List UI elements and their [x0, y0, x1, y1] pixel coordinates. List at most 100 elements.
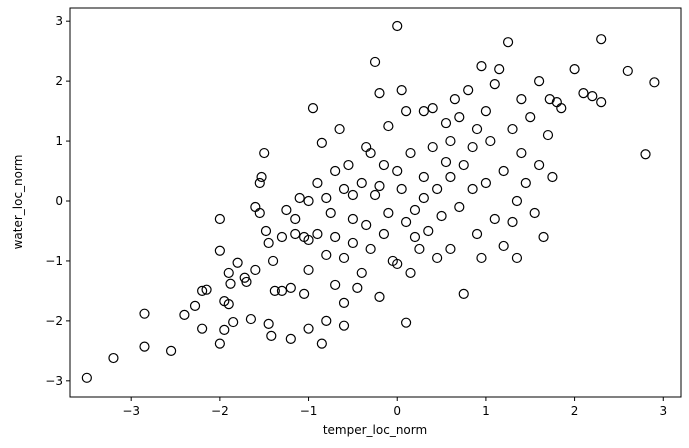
point	[214, 338, 225, 349]
point	[303, 264, 314, 276]
point	[476, 252, 487, 264]
point	[409, 231, 421, 243]
point	[383, 207, 394, 219]
point	[214, 213, 225, 225]
point	[369, 189, 381, 201]
point	[303, 195, 314, 207]
y-tick-label: 3	[55, 14, 63, 28]
point	[400, 105, 412, 117]
point	[259, 147, 270, 159]
point	[276, 231, 288, 243]
point	[197, 323, 208, 334]
point	[432, 252, 443, 264]
point	[365, 243, 376, 255]
point	[338, 183, 350, 195]
point	[228, 316, 239, 328]
point	[165, 345, 177, 356]
point	[239, 272, 250, 283]
point	[392, 20, 403, 32]
point	[507, 123, 518, 135]
y-tick-label: 0	[55, 194, 63, 208]
point	[201, 284, 212, 295]
point	[440, 156, 452, 168]
point	[316, 338, 327, 349]
point	[454, 201, 465, 213]
point	[365, 147, 376, 159]
point	[245, 313, 257, 325]
point	[338, 297, 350, 308]
point	[480, 177, 492, 189]
point	[307, 102, 319, 114]
point	[356, 177, 367, 189]
point	[330, 231, 341, 243]
point	[290, 228, 301, 240]
point	[263, 318, 274, 329]
point	[449, 94, 460, 105]
point	[529, 207, 540, 219]
point	[189, 300, 201, 311]
point	[498, 165, 509, 177]
point	[418, 192, 429, 204]
point	[547, 171, 558, 183]
point	[139, 341, 150, 352]
point	[312, 177, 323, 189]
point	[454, 111, 465, 123]
point	[312, 228, 323, 240]
point	[405, 267, 416, 279]
point	[356, 267, 367, 279]
plot-frame	[69, 7, 682, 398]
point	[489, 213, 500, 225]
point	[369, 56, 381, 68]
y-tick-label: 1	[55, 134, 63, 148]
point	[392, 258, 403, 270]
point	[276, 285, 288, 297]
point	[294, 192, 305, 204]
point	[596, 34, 607, 45]
point	[440, 117, 452, 129]
point	[361, 219, 372, 231]
point	[285, 282, 296, 294]
point	[538, 231, 549, 243]
point	[225, 278, 236, 289]
x-tick-label: 0	[393, 404, 401, 418]
point	[498, 240, 509, 252]
point	[471, 228, 483, 240]
point	[321, 192, 332, 204]
point	[409, 204, 421, 216]
point	[400, 216, 412, 228]
point	[569, 64, 580, 75]
point	[361, 141, 372, 153]
point	[432, 183, 443, 195]
x-tick-label: 3	[659, 404, 667, 418]
point	[485, 135, 496, 147]
point	[423, 225, 434, 237]
point	[303, 234, 314, 246]
point	[347, 189, 358, 201]
point	[534, 159, 545, 171]
point	[542, 129, 554, 141]
x-tick-label: −2	[211, 404, 229, 418]
point	[525, 111, 536, 123]
point	[436, 210, 447, 222]
x-tick-label: 2	[571, 404, 579, 418]
y-axis-label: water_loc_norm	[11, 155, 25, 250]
point	[445, 243, 456, 255]
point	[405, 147, 416, 159]
x-tick-label: 1	[482, 404, 490, 418]
point	[290, 213, 301, 225]
point	[108, 352, 119, 364]
point	[334, 123, 345, 135]
point	[400, 317, 412, 328]
point	[622, 65, 633, 77]
point	[219, 324, 230, 335]
x-axis-label: temper_loc_norm	[323, 423, 427, 437]
point	[494, 64, 505, 75]
point	[267, 255, 279, 267]
point	[587, 91, 598, 102]
point	[418, 105, 429, 117]
point	[463, 85, 474, 96]
point	[383, 120, 394, 132]
point	[511, 252, 523, 264]
point	[343, 159, 354, 171]
